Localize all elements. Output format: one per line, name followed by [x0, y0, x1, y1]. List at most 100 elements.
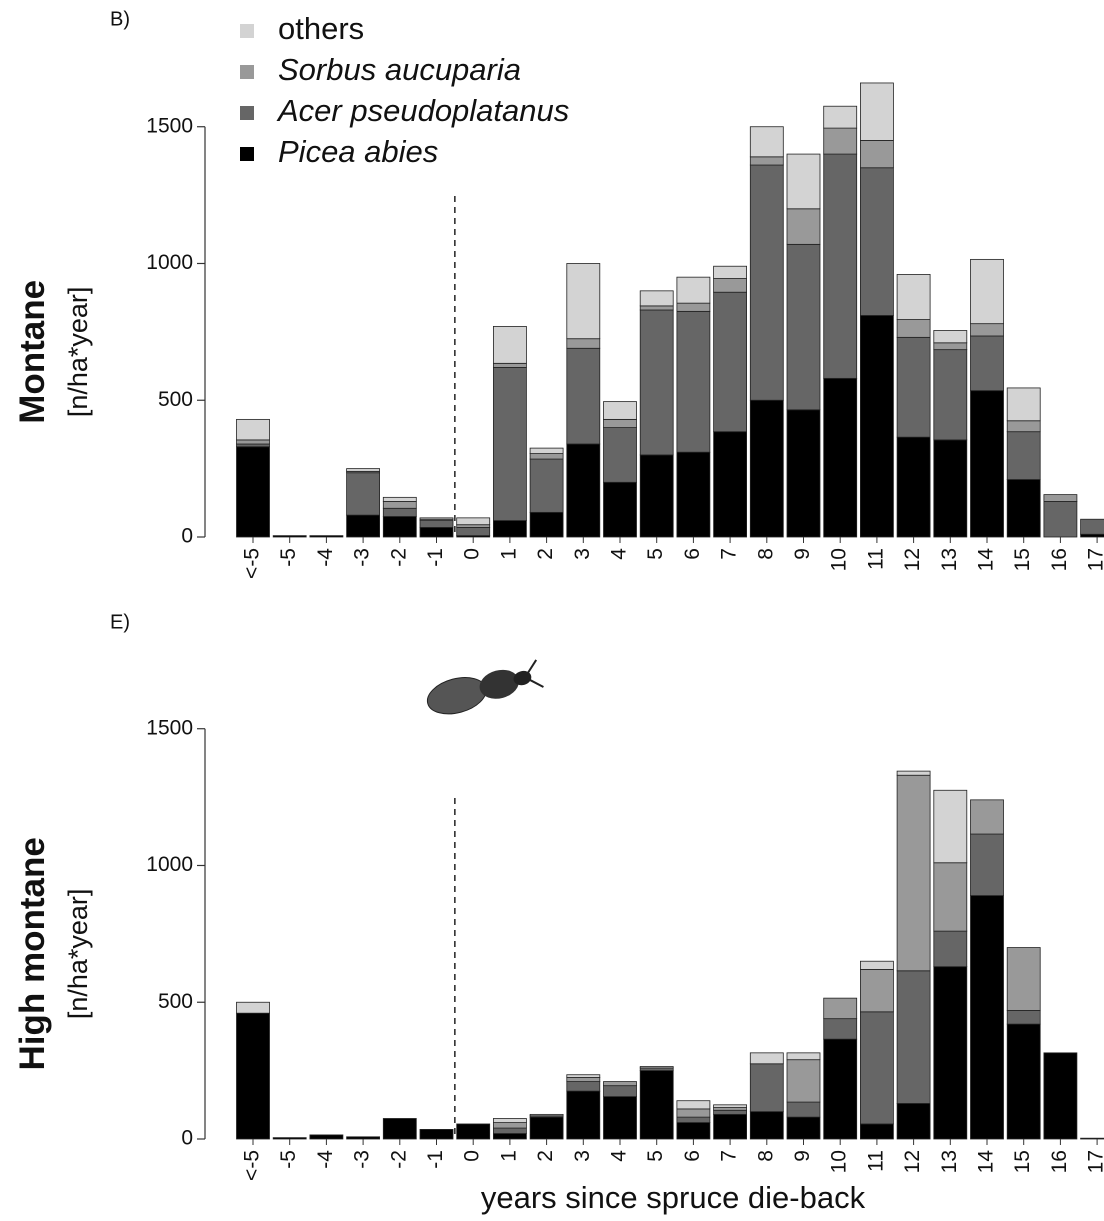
bar-segment: [1043, 494, 1078, 502]
bar-segment: [382, 501, 417, 509]
bar-segment: [860, 82, 894, 141]
bar-segment: [492, 1122, 527, 1129]
bar-segment: [786, 1059, 821, 1103]
x-tick-label: <-5: [241, 1150, 264, 1181]
bar-segment: [676, 302, 711, 312]
bar-segment: [419, 527, 454, 538]
y-axis-unit: [n/ha*year]: [63, 287, 93, 418]
x-tick-label: 9: [791, 1150, 814, 1162]
y-tick-label: 500: [158, 388, 193, 411]
bar-segment: [933, 862, 968, 932]
x-tick-label: 0: [461, 548, 484, 560]
x-tick-label: -5: [277, 548, 300, 567]
bar-segment: [1006, 431, 1041, 480]
x-tick-label: 6: [681, 1150, 704, 1162]
bar-segment: [492, 1133, 527, 1140]
x-tick-label: 4: [608, 548, 631, 560]
bar-segment: [676, 1122, 711, 1140]
bar-segment: [786, 1052, 821, 1061]
bar-segment: [1080, 1137, 1104, 1140]
bar-segment: [272, 535, 307, 538]
bar-segment: [713, 1104, 747, 1108]
x-tick-label: -1: [424, 548, 447, 567]
bar-segment: [639, 1066, 674, 1069]
bar-segment: [933, 330, 968, 344]
bar-segment: [860, 167, 894, 316]
bar-segment: [236, 1012, 270, 1140]
bar-segment: [1006, 1023, 1041, 1140]
bar-segment: [933, 349, 968, 441]
bar-segment: [823, 1038, 858, 1140]
x-tick-label: -1: [424, 1150, 447, 1169]
legend-label: Acer pseudoplatanus: [276, 93, 569, 128]
x-tick-label: -5: [277, 1150, 300, 1169]
bar-segment: [896, 436, 931, 538]
bar-segment: [786, 409, 821, 538]
x-tick-label: 6: [681, 548, 704, 560]
x-tick-label: 10: [828, 548, 851, 571]
bar-segment: [933, 966, 968, 1140]
bar-segment: [492, 367, 527, 521]
x-tick-label: -2: [387, 548, 410, 567]
x-tick-label: 14: [975, 1150, 998, 1174]
bar-segment: [1006, 1010, 1041, 1025]
x-tick-label: 11: [864, 1150, 887, 1172]
bar-segment: [676, 451, 711, 538]
x-axis-title: years since spruce die-back: [481, 1180, 866, 1215]
x-tick-label: -3: [351, 548, 374, 567]
bar-segment: [529, 447, 564, 454]
bar-segment: [823, 105, 858, 129]
bar-segment: [346, 472, 381, 516]
bar-segment: [419, 1129, 454, 1140]
legend-swatch: [240, 147, 254, 161]
bar-segment: [309, 535, 344, 538]
bar-segment: [860, 315, 894, 538]
bar-segment: [749, 399, 784, 538]
bar-segment: [1006, 387, 1041, 422]
bar-segment: [749, 156, 784, 166]
x-tick-label: 3: [571, 1150, 594, 1162]
x-tick-label: 10: [828, 1150, 851, 1173]
bar-segment: [603, 401, 637, 420]
bar-segment: [639, 454, 674, 538]
bar-segment: [566, 338, 601, 349]
bar-segment: [860, 960, 894, 970]
bar-segment: [823, 377, 858, 538]
x-tick-label: -4: [314, 1150, 337, 1169]
y-tick-label: 500: [158, 990, 193, 1013]
bar-segment: [492, 1127, 527, 1134]
bar-segment: [823, 1018, 858, 1040]
bar-segment: [639, 290, 674, 307]
bar-segment: [566, 1077, 601, 1082]
bar-segment: [346, 1136, 381, 1140]
bar-segment: [309, 1134, 344, 1140]
bar-segment: [896, 774, 931, 972]
x-tick-label: 13: [938, 548, 961, 571]
bar-segment: [272, 1137, 307, 1140]
x-tick-label: 9: [791, 548, 814, 560]
bar-segment: [382, 507, 417, 517]
x-tick-label: 15: [1011, 1150, 1034, 1173]
x-tick-label: 8: [754, 1150, 777, 1162]
bar-segment: [1043, 501, 1078, 538]
bar-segment: [749, 1052, 784, 1065]
beetle-icon: [426, 659, 544, 715]
bar-segment: [713, 1113, 747, 1140]
x-tick-label: 4: [608, 1150, 631, 1162]
bar-segment: [896, 319, 931, 338]
bar-segment: [456, 517, 491, 526]
bar-segment: [529, 458, 564, 513]
bar-segment: [639, 1067, 674, 1072]
bar-segment: [676, 1108, 711, 1118]
bar-segment: [970, 258, 1004, 325]
bar-segment: [749, 126, 784, 158]
bar-segment: [860, 1011, 894, 1125]
bar-segment: [823, 997, 858, 1020]
bar-segment: [236, 1001, 270, 1014]
bar-segment: [970, 833, 1004, 896]
bar-segment: [1080, 533, 1104, 538]
bar-segment: [1006, 479, 1041, 538]
bar-segment: [860, 140, 894, 169]
bar-segment: [933, 439, 968, 538]
bar-segment: [639, 305, 674, 311]
